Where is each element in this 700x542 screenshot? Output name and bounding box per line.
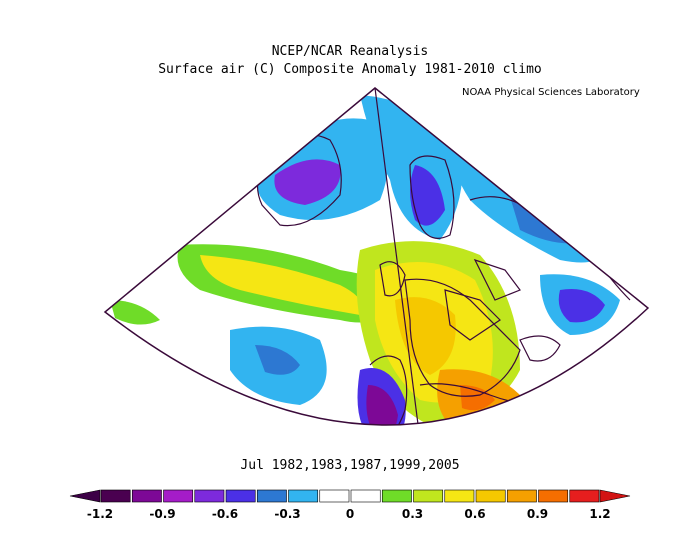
colorbar-box bbox=[319, 489, 350, 503]
scandinavia-cold bbox=[410, 165, 445, 226]
colorbar-box bbox=[381, 489, 412, 503]
russia-cold-core bbox=[558, 289, 605, 323]
composite-dates-label: Jul 1982,1983,1987,1999,2005 bbox=[240, 458, 460, 473]
colorbar-box bbox=[256, 489, 287, 503]
colorbar-tick-label: 1.2 bbox=[589, 507, 610, 521]
colorbar: -1.2 -0.9 -0.6 -0.3 0 0.3 0.6 0.9 1.2 bbox=[69, 489, 631, 521]
colorbar-tick-label: -1.2 bbox=[87, 507, 113, 521]
colorbar-boxes bbox=[69, 489, 631, 503]
colorbar-box bbox=[506, 489, 537, 503]
colorbar-tick-label: -0.6 bbox=[212, 507, 238, 521]
west-edge-green bbox=[110, 300, 160, 325]
colorbar-box bbox=[131, 489, 162, 503]
atlantic-warm-band bbox=[200, 255, 363, 315]
mid-atlantic-cold-core bbox=[255, 345, 300, 375]
colorbar-tick-label: 0.6 bbox=[464, 507, 485, 521]
colorbar-labels: -1.2 -0.9 -0.6 -0.3 0 0.3 0.6 0.9 1.2 bbox=[87, 507, 611, 521]
credit-label: NOAA Physical Sciences Laboratory bbox=[462, 87, 640, 98]
colorbar-low-arrow bbox=[69, 489, 101, 503]
colorbar-tick-label: 0 bbox=[346, 507, 354, 521]
colorbar-box bbox=[350, 489, 381, 503]
greenland-cold bbox=[274, 159, 341, 205]
colorbar-box bbox=[100, 489, 131, 503]
north-africa-warm-core bbox=[460, 385, 495, 411]
colorbar-box bbox=[163, 489, 194, 503]
prime-meridian bbox=[374, 88, 421, 426]
colorbar-tick-label: 0.9 bbox=[527, 507, 548, 521]
chart-subtitle: Surface air (C) Composite Anomaly 1981-2… bbox=[158, 62, 542, 77]
colorbar-box bbox=[225, 489, 256, 503]
iberia-cold bbox=[366, 385, 398, 426]
chart-title: NCEP/NCAR Reanalysis bbox=[271, 44, 429, 59]
colorbar-box bbox=[569, 489, 600, 503]
colorbar-box bbox=[288, 489, 319, 503]
colorbar-tick-label: -0.9 bbox=[149, 507, 175, 521]
map-border bbox=[103, 87, 650, 426]
colorbar-tick-label: 0.3 bbox=[402, 507, 423, 521]
colorbar-high-arrow bbox=[599, 489, 631, 503]
colorbar-tick-label: -0.3 bbox=[274, 507, 300, 521]
colorbar-box bbox=[413, 489, 444, 503]
colorbar-box bbox=[538, 489, 569, 503]
colorbar-box bbox=[475, 489, 506, 503]
colorbar-box bbox=[194, 489, 225, 503]
colorbar-box bbox=[444, 489, 475, 503]
